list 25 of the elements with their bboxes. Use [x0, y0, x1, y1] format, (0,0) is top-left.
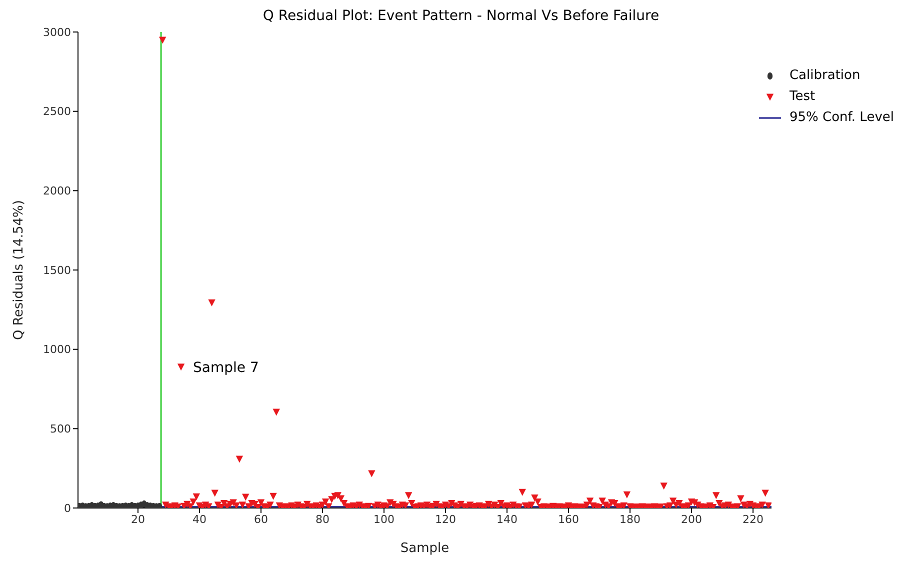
x-tick-label: 220 [742, 512, 764, 526]
y-tick-label: 2500 [43, 105, 71, 118]
x-tick-label: 120 [435, 512, 456, 526]
y-tick-label: 500 [50, 422, 71, 436]
y-tick-label: 1000 [43, 343, 71, 356]
x-tick-label: 180 [620, 512, 641, 526]
chart-title: Q Residual Plot: Event Pattern - Normal Vs Before Failure [262, 8, 660, 26]
x-tick-label: 40 [192, 512, 206, 526]
y-tick-label: 2000 [43, 184, 71, 198]
y-tick-label: 1500 [43, 264, 71, 277]
y-axis-title: Q Residuals (14.54%) [12, 200, 27, 340]
legend-label: Calibration [789, 68, 860, 83]
x-tick-label: 60 [254, 512, 268, 526]
x-tick-label: 160 [558, 512, 580, 526]
y-tick-label: 3000 [43, 26, 71, 39]
legend-label: 95% Conf. Level [789, 110, 894, 125]
x-tick-label: 100 [373, 512, 394, 526]
x-tick-label: 80 [315, 512, 330, 526]
x-tick-label: 140 [496, 512, 518, 526]
x-axis-title: Sample [400, 541, 450, 556]
x-tick-label: 20 [130, 512, 145, 526]
legend-label: Test [789, 89, 816, 104]
x-tick-label: 200 [681, 512, 702, 526]
annotation: Sample 7 [193, 360, 259, 376]
y-tick-label: 0 [64, 502, 71, 515]
